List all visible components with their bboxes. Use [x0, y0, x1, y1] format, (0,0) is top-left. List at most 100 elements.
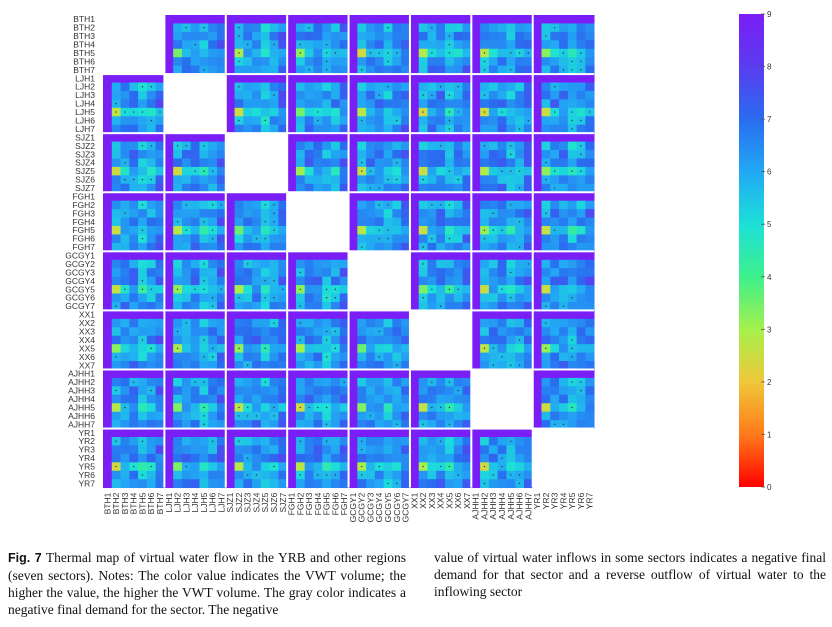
heatmap-cell: [366, 327, 376, 337]
cell-dot-marker: [510, 271, 512, 274]
heatmap-cell: [146, 242, 157, 252]
heatmap-cell: [295, 276, 306, 286]
heatmap-cell: [120, 428, 130, 438]
heatmap-cell: [111, 268, 121, 278]
heatmap-cell: [217, 479, 227, 489]
cell-dot-marker: [325, 330, 328, 333]
heatmap-cell: [453, 65, 463, 75]
heatmap-cell: [217, 437, 227, 446]
heatmap-cell: [471, 82, 481, 92]
heatmap-cell: [453, 251, 463, 261]
cell-dot-marker: [203, 280, 205, 282]
heatmap-cell: [453, 183, 463, 193]
heatmap-cell: [409, 470, 420, 480]
heatmap-cell: [445, 276, 455, 286]
heatmap-cell: [234, 453, 244, 463]
cell-dot-marker: [571, 111, 573, 113]
heatmap-cell: [155, 234, 165, 244]
heatmap-cell: [453, 40, 463, 50]
heatmap-cell: [427, 242, 437, 252]
heatmap-cell: [497, 234, 507, 244]
heatmap-cell: [322, 82, 332, 92]
heatmap-cell: [260, 470, 271, 480]
heatmap-cell: [287, 57, 297, 67]
heatmap-cell: [409, 82, 420, 92]
heatmap-cell: [445, 301, 455, 311]
heatmap-cell: [313, 352, 323, 362]
heatmap-cell: [445, 65, 455, 75]
colorbar-tick-label: 1: [767, 430, 772, 439]
heatmap-cell: [392, 327, 402, 337]
heatmap-cell: [138, 403, 148, 413]
heatmap-cell: [427, 226, 437, 235]
heatmap-cell: [164, 420, 174, 429]
row-label: FGH2: [72, 200, 95, 210]
heatmap-cell: [322, 479, 332, 489]
heatmap-cell: [217, 386, 227, 396]
heatmap-cell: [374, 57, 385, 67]
heatmap-cell: [295, 327, 306, 337]
heatmap-cell: [409, 276, 420, 286]
heatmap-cell: [523, 166, 534, 176]
heatmap-cell: [138, 369, 148, 379]
column-label: AJHH6: [515, 492, 525, 519]
heatmap-cell: [120, 259, 130, 269]
heatmap-cell: [217, 470, 227, 480]
heatmap-cell: [120, 361, 130, 370]
heatmap-cell: [401, 361, 411, 370]
heatmap-cell: [278, 192, 288, 202]
heatmap-cell: [567, 327, 577, 337]
heatmap-cell: [409, 124, 420, 134]
heatmap-cell: [357, 369, 367, 379]
heatmap-cell: [523, 124, 534, 134]
heatmap-cell: [252, 40, 262, 50]
heatmap-cell: [339, 276, 349, 286]
heatmap-cell: [208, 150, 218, 159]
cell-dot-marker: [325, 52, 328, 54]
heatmap-cell: [383, 31, 393, 41]
cell-dot-marker: [448, 52, 451, 54]
heatmap-cell: [515, 344, 525, 353]
heatmap-cell: [103, 74, 113, 83]
heatmap-cell: [401, 150, 411, 159]
heatmap-cell: [339, 158, 349, 168]
heatmap-cell: [260, 31, 271, 41]
heatmap-cell: [348, 48, 358, 58]
cell-dot-marker: [247, 406, 249, 409]
heatmap-cell: [181, 453, 192, 463]
heatmap-cell: [392, 318, 402, 328]
heatmap-cell: [488, 217, 499, 227]
heatmap-cell: [287, 74, 297, 83]
heatmap-cell: [181, 48, 192, 58]
heatmap-cell: [523, 479, 534, 489]
cell-dot-marker: [247, 263, 249, 265]
cell-dot-marker: [273, 204, 275, 206]
heatmap-cell: [374, 310, 385, 320]
heatmap-cell: [445, 217, 455, 227]
cell-dot-marker: [159, 111, 161, 113]
heatmap-cell: [295, 31, 306, 41]
heatmap-cell: [576, 107, 586, 117]
cell-dot-marker: [325, 406, 328, 409]
heatmap-cell: [532, 124, 542, 134]
heatmap-cell: [339, 386, 349, 396]
heatmap-cell: [339, 65, 349, 75]
heatmap-cell: [409, 209, 420, 218]
column-label: GCGY7: [401, 492, 411, 522]
heatmap-cell: [269, 57, 279, 67]
cell-dot-marker: [483, 237, 486, 240]
cell-dot-marker: [299, 43, 302, 46]
heatmap-cell: [111, 150, 121, 159]
heatmap-cell: [313, 301, 323, 311]
heatmap-cell: [234, 65, 244, 75]
heatmap-cell: [418, 428, 428, 438]
region-separator-horizontal: [103, 309, 595, 312]
caption-text-left: Thermal map of virtual water flow in the…: [8, 550, 406, 617]
heatmap-cell: [523, 23, 534, 33]
heatmap-cell: [287, 116, 297, 126]
heatmap-cell: [383, 428, 393, 438]
cell-dot-marker: [448, 35, 451, 37]
heatmap-cell: [155, 116, 165, 126]
heatmap-cell: [427, 15, 437, 24]
heatmap-cell: [138, 453, 148, 463]
